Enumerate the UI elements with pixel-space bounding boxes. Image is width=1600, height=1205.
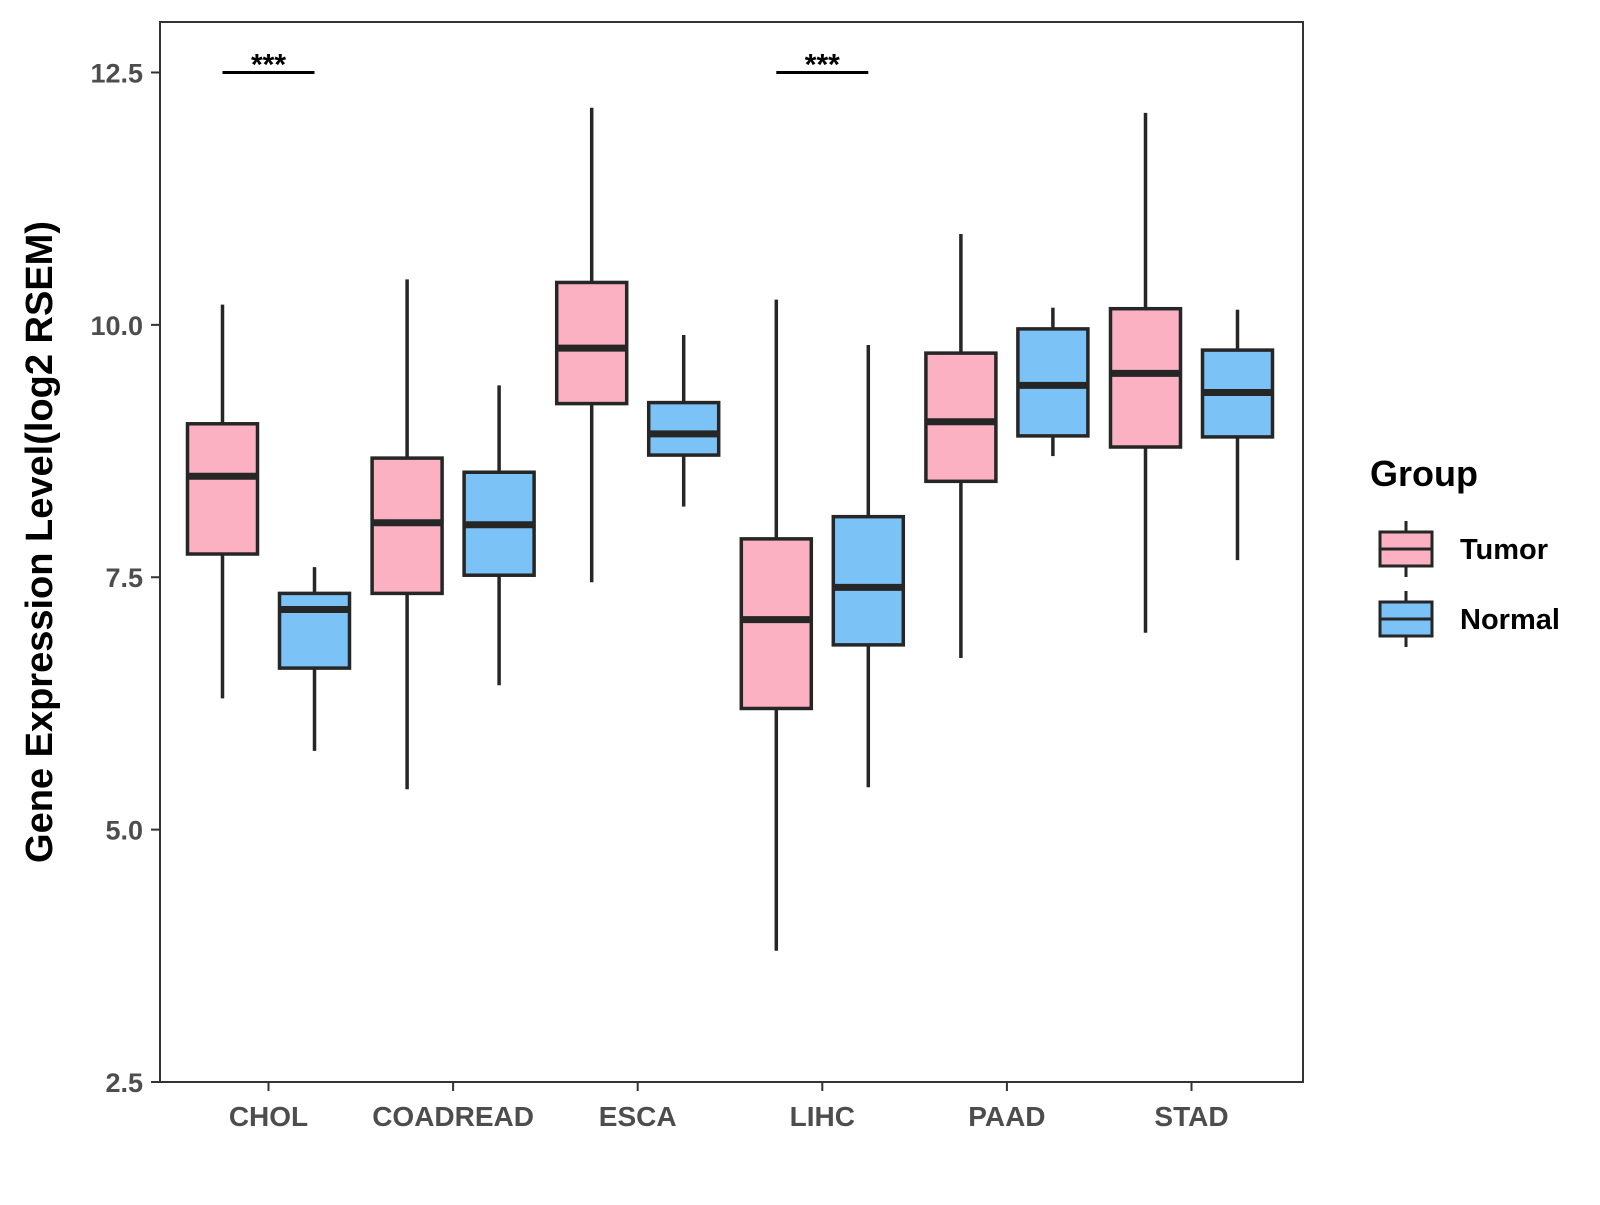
significance-label: *** [251, 48, 286, 81]
significance-label: *** [805, 48, 840, 81]
box-body [1108, 306, 1183, 449]
legend: Group Tumor Normal [1370, 453, 1560, 647]
box-normal-esca [646, 334, 721, 507]
x-tick-label-coadread: COADREAD [372, 1101, 534, 1132]
box-normal-stad [1200, 309, 1275, 561]
y-tick-label: 5.0 [105, 816, 143, 846]
legend-title: Group [1370, 453, 1478, 494]
box-body [924, 351, 998, 484]
box-body [277, 591, 352, 670]
panel-border [159, 21, 1304, 1083]
box-body [646, 400, 721, 457]
box-normal-lihc [831, 345, 906, 788]
y-tick-label: 7.5 [105, 563, 143, 593]
box-body [739, 537, 814, 711]
box-tumor-stad [1108, 112, 1183, 633]
y-axis-title: Gene Expression Level(log2 RSEM) [19, 221, 61, 863]
axes: 2.5 5.0 7.5 10.0 12.5 CHOL COADREAD ESCA LIHC PAA… [19, 21, 1304, 1132]
x-tick-label-stad: STAD [1154, 1101, 1228, 1132]
box-body [831, 514, 906, 647]
box-normal-chol [277, 567, 352, 751]
y-tick-label: 12.5 [90, 58, 143, 88]
box-normal-coadread [462, 385, 536, 686]
x-tick-label-esca: ESCA [599, 1101, 677, 1132]
box-tumor-esca [554, 107, 629, 583]
legend-key-normal [1378, 591, 1434, 647]
y-tick-label: 2.5 [105, 1068, 143, 1098]
x-tick-label-chol: CHOL [229, 1101, 308, 1132]
x-tick-label-paad: PAAD [968, 1101, 1045, 1132]
box-tumor-paad [924, 234, 998, 658]
legend-label-normal: Normal [1460, 604, 1560, 636]
box-body [554, 280, 629, 406]
plot-area: *** *** [185, 48, 1275, 951]
box-normal-paad [1016, 307, 1090, 457]
legend-key-tumor [1378, 521, 1434, 577]
x-tick-label-lihc: LIHC [790, 1101, 855, 1132]
legend-label-tumor: Tumor [1460, 534, 1548, 566]
box-tumor-lihc [739, 299, 814, 951]
y-tick-label: 10.0 [90, 311, 143, 341]
box-body [185, 422, 260, 556]
box-tumor-chol [185, 304, 260, 699]
box-tumor-coadread [370, 279, 444, 790]
